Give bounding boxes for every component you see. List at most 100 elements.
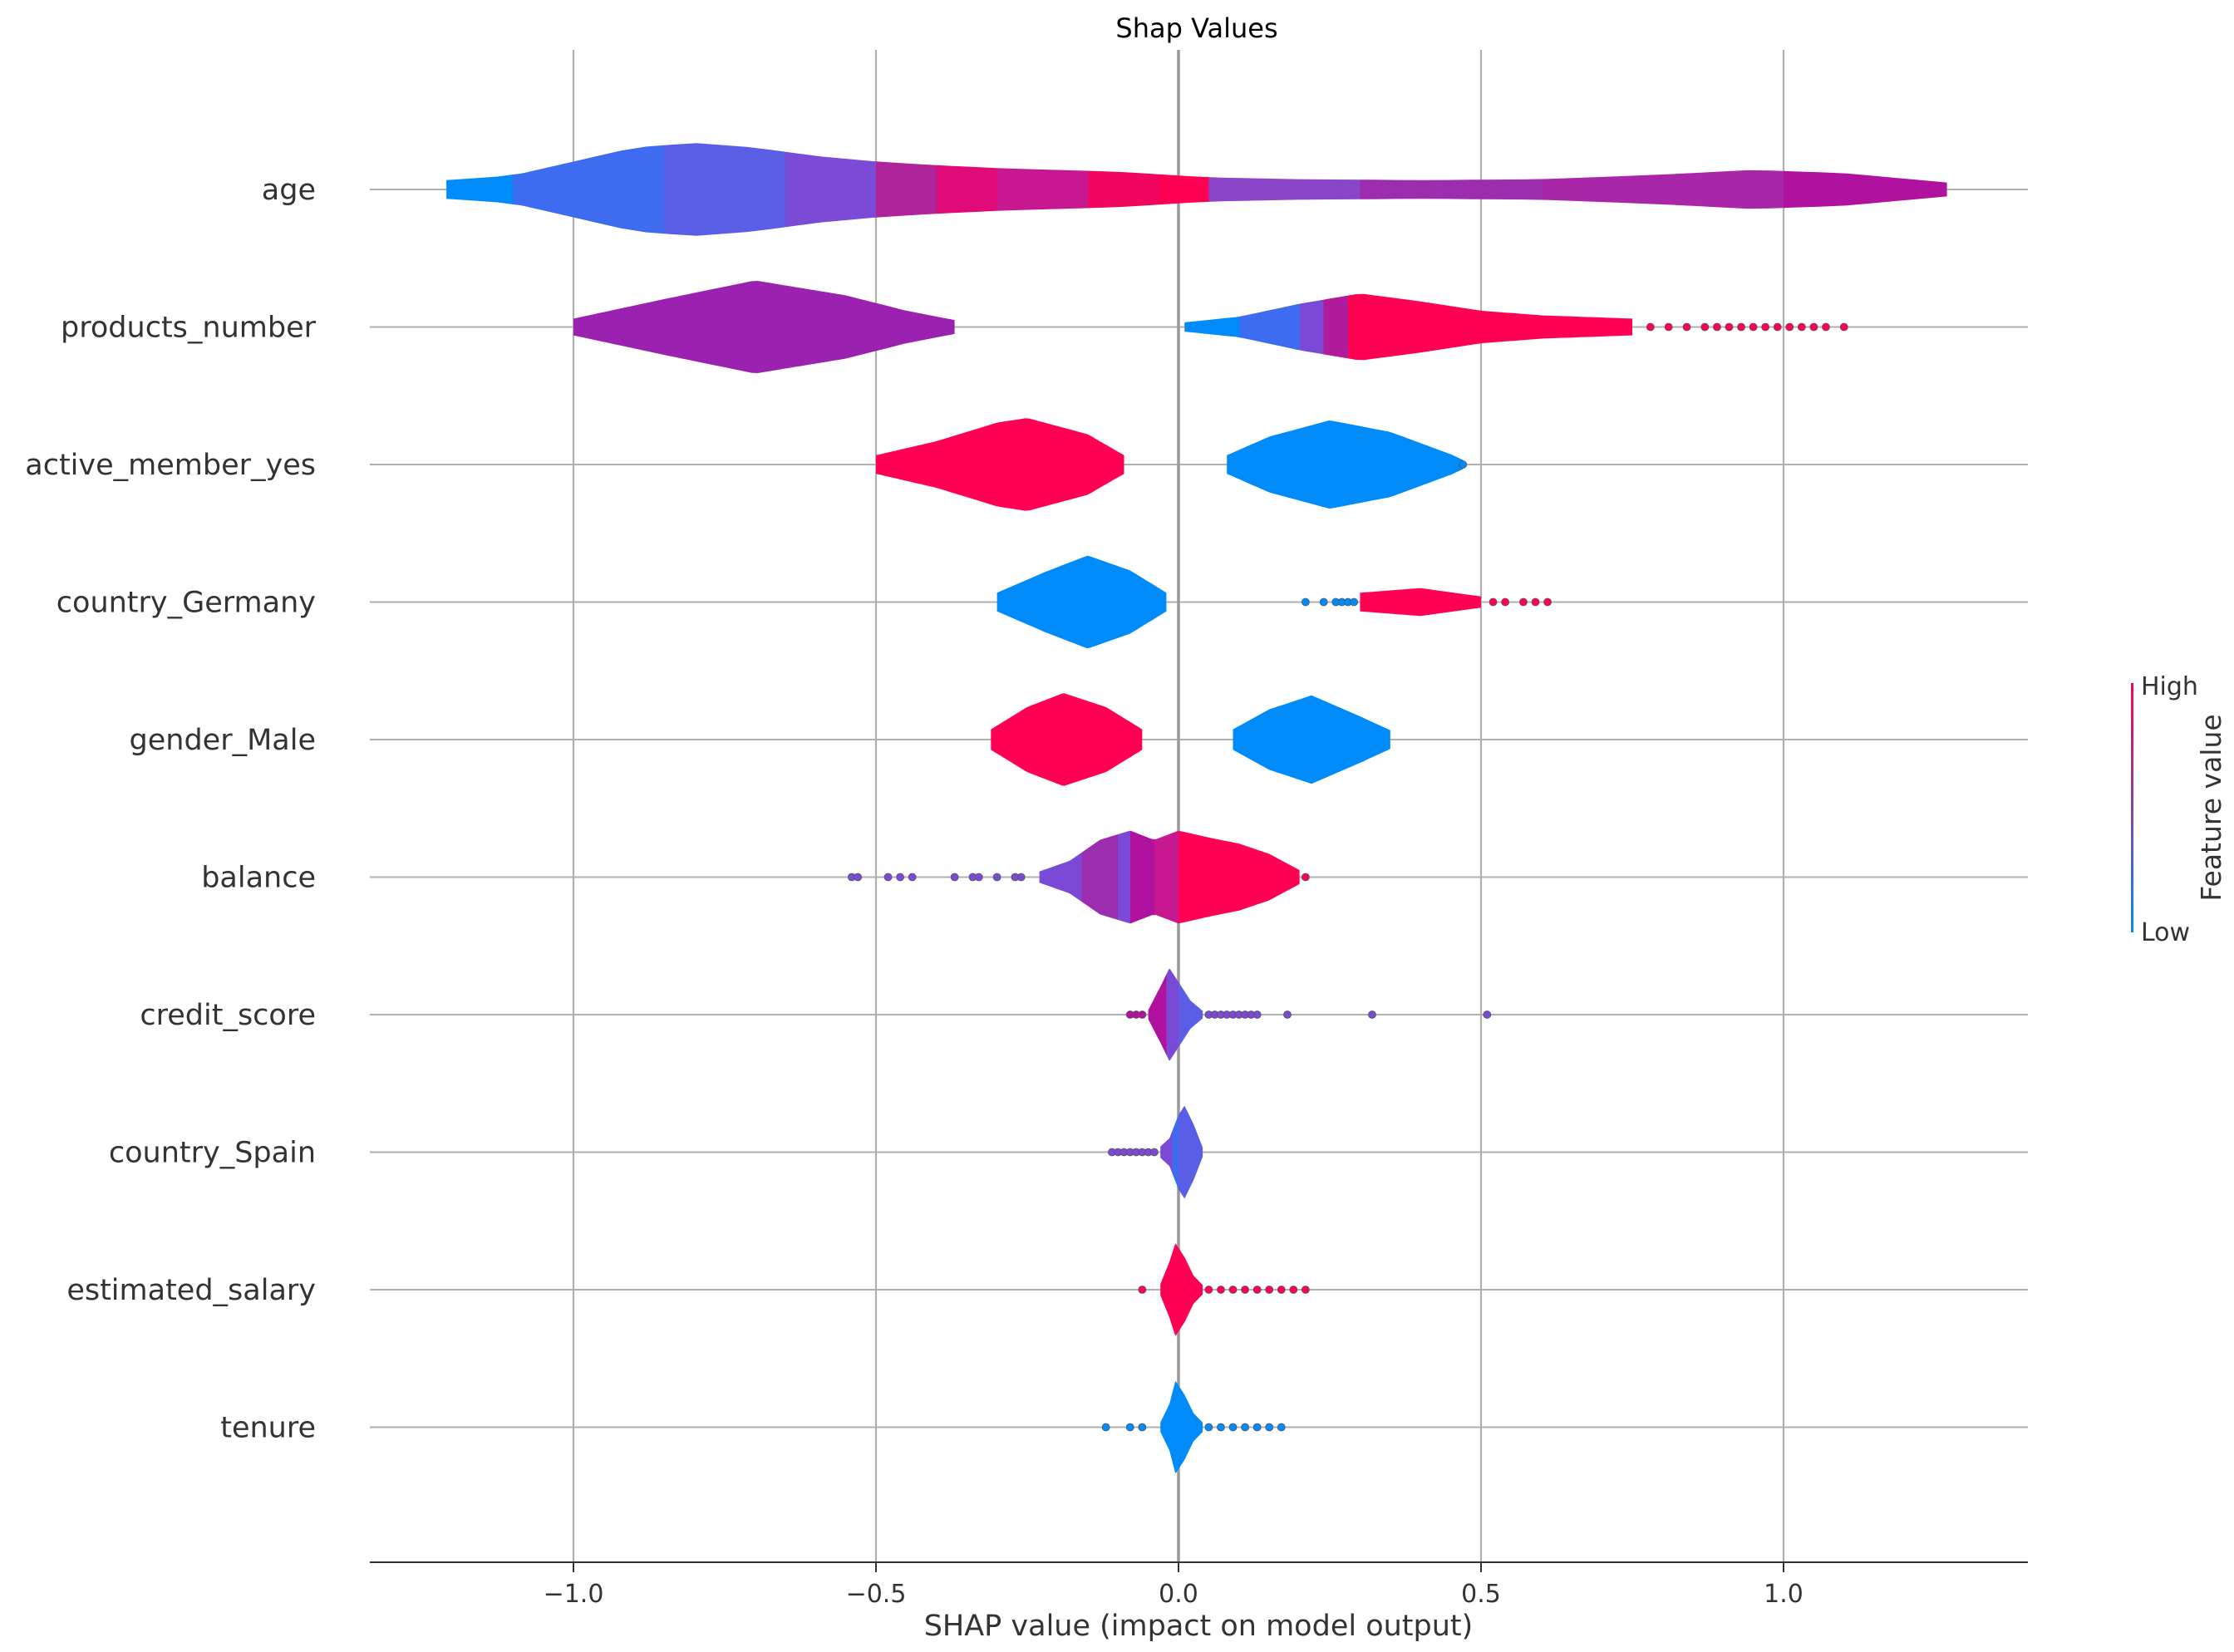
dot-products-number-4	[1713, 322, 1721, 332]
violin-gender-male-0	[991, 693, 1143, 786]
dot-tenure-4	[1217, 1423, 1225, 1432]
outlier-dots	[847, 322, 1848, 1432]
x-ticks: −1.0 −0.5 0.0 0.5 1.0	[544, 1562, 1803, 1609]
dot-balance-8	[992, 873, 1001, 882]
dot-products-number-6	[1737, 322, 1745, 332]
x-tick-label-3: 0.5	[1461, 1580, 1501, 1609]
feature-label-estimated-salary: estimated_salary	[66, 1274, 316, 1307]
dot-estimated-salary-7	[1277, 1286, 1286, 1294]
dot-tenure-8	[1265, 1423, 1274, 1432]
dot-estimated-salary-4	[1241, 1286, 1249, 1294]
dot-tenure-7	[1252, 1423, 1262, 1432]
dot-estimated-salary-3	[1228, 1286, 1238, 1294]
violin-estimated-salary-0	[1160, 1243, 1203, 1336]
violins	[446, 143, 1947, 1473]
dot-country-germany-8	[1519, 597, 1528, 607]
feature-label-country-germany: country_Germany	[57, 587, 316, 620]
dot-country-germany-1	[1319, 597, 1328, 607]
colorbar-low-label: Low	[2141, 918, 2190, 947]
dot-products-number-12	[1809, 322, 1818, 332]
violin-tenure-0	[1160, 1381, 1203, 1473]
dot-products-number-14	[1839, 322, 1848, 332]
violin-active-member-yes-0	[876, 418, 1124, 511]
dot-tenure-2	[1138, 1423, 1147, 1432]
dot-products-number-9	[1773, 322, 1782, 332]
dot-credit-score-11	[1252, 1010, 1262, 1019]
dot-tenure-0	[1101, 1423, 1110, 1432]
violin-balance-0	[1039, 830, 1300, 924]
violin-country-germany-1	[1360, 588, 1481, 617]
dot-estimated-salary-6	[1265, 1286, 1274, 1294]
dot-products-number-5	[1725, 322, 1734, 332]
feature-label-tenure: tenure	[220, 1412, 316, 1445]
dot-credit-score-13	[1368, 1010, 1376, 1019]
dot-tenure-3	[1204, 1423, 1213, 1432]
dot-tenure-6	[1241, 1423, 1249, 1432]
dot-products-number-1	[1664, 322, 1673, 332]
violin-products-number-0	[573, 281, 955, 373]
dot-estimated-salary-0	[1138, 1286, 1147, 1294]
dot-balance-2	[883, 873, 893, 882]
feature-label-age: age	[262, 174, 316, 207]
feature-label-country-spain: country_Spain	[109, 1137, 316, 1170]
violin-products-number-1	[1184, 293, 1632, 361]
colorbar-high-label: High	[2141, 672, 2198, 701]
dot-country-germany-10	[1543, 597, 1552, 607]
dot-estimated-salary-5	[1252, 1286, 1262, 1294]
x-tick-label-4: 1.0	[1764, 1580, 1803, 1609]
dot-balance-10	[1016, 873, 1026, 882]
dot-estimated-salary-8	[1289, 1286, 1298, 1294]
dot-estimated-salary-2	[1217, 1286, 1225, 1294]
feature-label-gender-male: gender_Male	[130, 724, 316, 757]
dot-balance-5	[950, 873, 959, 882]
dot-country-germany-5	[1350, 597, 1359, 607]
dot-country-germany-7	[1501, 597, 1510, 607]
dot-products-number-11	[1797, 322, 1806, 332]
dot-active-member-yes-0	[1459, 460, 1468, 469]
dot-estimated-salary-9	[1301, 1286, 1310, 1294]
dot-balance-7	[974, 873, 983, 882]
dot-balance-1	[854, 873, 863, 882]
dot-products-number-13	[1822, 322, 1830, 332]
violin-active-member-yes-1	[1227, 420, 1464, 509]
dot-tenure-9	[1277, 1423, 1286, 1432]
colorbar: High Low Feature value	[2131, 672, 2227, 947]
dot-products-number-0	[1646, 322, 1655, 332]
x-tick-label-2: 0.0	[1159, 1580, 1198, 1609]
dot-balance-4	[908, 873, 917, 882]
violin-gender-male-1	[1233, 695, 1390, 784]
violin-credit-score-0	[1148, 968, 1203, 1061]
x-axis-label: SHAP value (impact on model output)	[924, 1610, 1474, 1643]
dot-products-number-8	[1761, 322, 1770, 332]
feature-label-balance: balance	[201, 862, 316, 895]
dot-credit-score-12	[1283, 1010, 1292, 1019]
violin-country-germany-0	[996, 555, 1167, 649]
dot-estimated-salary-1	[1204, 1286, 1213, 1294]
dot-tenure-1	[1125, 1423, 1134, 1432]
dot-credit-score-2	[1138, 1010, 1147, 1019]
dot-country-spain-7	[1149, 1148, 1159, 1157]
dot-products-number-10	[1785, 322, 1794, 332]
x-tick-label-0: −1.0	[544, 1580, 604, 1609]
dot-products-number-7	[1749, 322, 1758, 332]
violin-age-0	[446, 143, 1947, 236]
dot-balance-11	[1301, 873, 1310, 882]
feature-label-active-member-yes: active_member_yes	[25, 449, 316, 482]
feature-label-credit-score: credit_score	[140, 999, 316, 1032]
violin-country-spain-0	[1160, 1105, 1203, 1199]
chart-title: Shap Values	[1115, 12, 1277, 44]
dot-country-germany-9	[1531, 597, 1540, 607]
dot-country-germany-6	[1489, 597, 1498, 607]
colorbar-title: Feature value	[2195, 714, 2227, 901]
dot-products-number-2	[1682, 322, 1691, 332]
dot-tenure-5	[1228, 1423, 1238, 1432]
feature-row-lines	[370, 189, 2028, 1428]
feature-label-products-number: products_number	[61, 312, 317, 345]
x-tick-label-1: −0.5	[846, 1580, 907, 1609]
dot-country-germany-0	[1301, 597, 1310, 607]
dot-balance-3	[896, 873, 905, 882]
colorbar-gradient	[2131, 683, 2133, 932]
feature-labels: age products_number active_member_yescount…	[25, 174, 316, 1445]
dot-products-number-3	[1700, 322, 1710, 332]
